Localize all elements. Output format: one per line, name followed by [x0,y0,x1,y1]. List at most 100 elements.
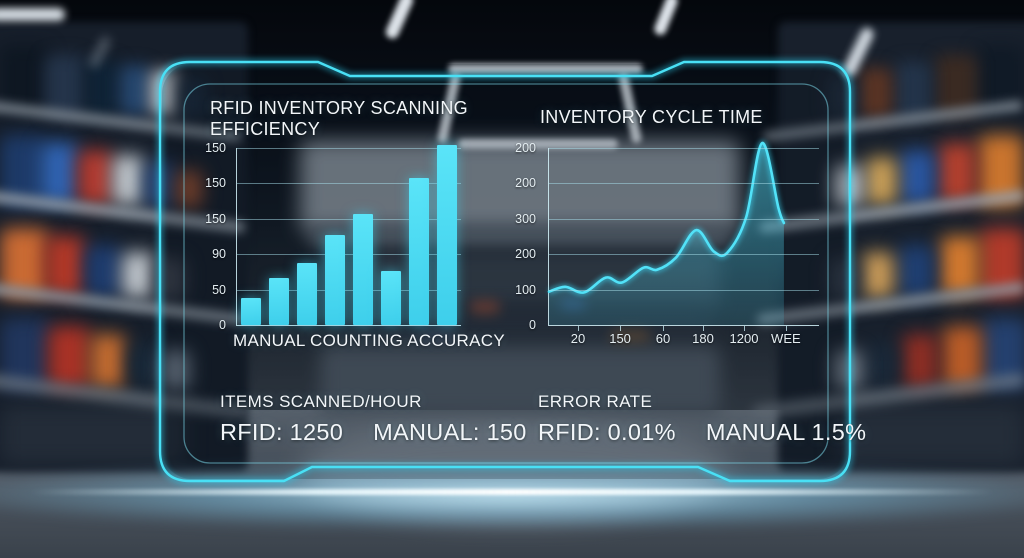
right-chart-title: INVENTORY CYCLE TIME [540,107,763,127]
error-rate-heading: ERROR RATE [538,392,653,411]
x-axis-tick [744,326,746,331]
decor-blob [834,350,862,390]
left-chart-title-line1: RFID INVENTORY SCANNING [210,98,468,118]
x-axis-tick-label: 1200 [729,331,759,346]
area-line [547,141,786,294]
items-scanned-stats: ITEMS SCANNED/HOUR RFID: 1250 MANUAL: 150 [220,392,527,446]
bar [381,271,401,325]
decor-blob [458,139,618,149]
gridline [237,148,461,149]
decor-blob [470,300,500,314]
decor-blob [112,155,144,205]
x-axis-tick [577,326,579,331]
decor-blob [45,55,85,117]
decor-blob [78,150,112,205]
x-axis-tick [620,326,622,331]
line-chart-x-axis-ticks [548,326,818,332]
decor-blob [150,70,178,115]
y-axis-tick-label: 200 [515,176,536,191]
decor-blob [120,65,150,115]
decor-blob [940,236,980,296]
y-axis-tick-label: 150 [205,176,226,191]
decor-blob [0,8,65,21]
decor-blob [48,326,90,388]
x-axis-tick [702,326,704,331]
decor-blob [85,245,121,297]
bar-chart-plot [236,145,461,326]
y-axis-tick-label: 200 [515,141,536,155]
decor-blob [85,60,120,116]
decor-blob [45,236,85,296]
decor-blob [610,330,650,342]
decor-blob [902,334,938,388]
gridline [549,218,819,220]
gridline [237,289,461,291]
gridline [549,148,819,149]
gridline [549,289,819,291]
decor-blob [176,170,202,208]
gridline [237,183,461,185]
left-chart-title: RFID INVENTORY SCANNING EFFICIENCY [210,98,468,140]
decor-blob [300,140,740,232]
line-chart-y-axis-labels: 200 200 300 200 100 0 [504,141,542,332]
decor-blob [420,330,456,342]
decor-blob [40,142,78,204]
decor-blob [866,342,898,388]
decor-blob [448,64,643,74]
x-axis-tick-label: 150 [609,331,631,346]
light-flare-core [30,489,994,495]
decor-blob [866,157,897,205]
bar [297,262,317,325]
bar [437,145,457,325]
x-axis-tick-label: WEE [771,331,801,346]
decor-blob [898,245,934,297]
decor-blob [834,165,862,207]
manual-error-value: MANUAL 1.5% [705,419,867,445]
bar [325,235,345,325]
bar-chart-footer-label: MANUAL COUNTING ACCURACY [233,331,505,350]
y-axis-tick-label: 150 [205,141,226,155]
decor-blob [942,326,982,388]
cycle-time-area-chart [547,139,787,325]
gridline [237,254,461,256]
x-axis-tick [663,326,665,331]
y-axis-tick-label: 200 [515,247,536,262]
decor-blob [860,68,892,118]
hud-frame-outer [158,60,852,483]
rfid-error-value: RFID: 0.01% [538,419,676,445]
decor-blob [320,346,720,414]
y-axis-tick-label: 150 [205,211,226,226]
decor-blob [938,143,976,203]
decor-blob [0,405,185,465]
decor-blob [90,334,126,388]
decor-blob [830,258,859,300]
bar-chart-y-axis-labels: 150 150 150 90 50 0 [194,141,232,332]
bar [409,177,429,325]
decor-blob [162,350,190,390]
y-axis-tick-label: 50 [212,282,226,297]
items-scanned-heading: ITEMS SCANNED/HOUR [220,392,422,411]
y-axis-tick-label: 0 [219,318,226,332]
gridline [549,183,819,185]
y-axis-tick-label: 0 [529,318,536,332]
y-axis-tick-label: 100 [515,282,536,297]
decor-blob [900,150,935,204]
decor-blob [838,405,1024,465]
light-flare-glow [0,462,1024,528]
decor-blob [862,252,894,298]
error-rate-stats: ERROR RATE RFID: 0.01% MANUAL 1.5% [538,392,866,446]
y-axis-tick-label: 90 [212,247,226,262]
gridline [549,254,819,256]
line-chart-plot [547,139,819,326]
hud-frame-inner [183,83,829,464]
bar [353,213,373,325]
rfid-scanned-value: RFID: 1250 [220,419,344,445]
decor-blob [828,75,856,119]
decor-blob [122,252,154,298]
bar [241,298,261,325]
x-axis-tick-label: 60 [655,331,671,346]
gridline [237,218,461,220]
